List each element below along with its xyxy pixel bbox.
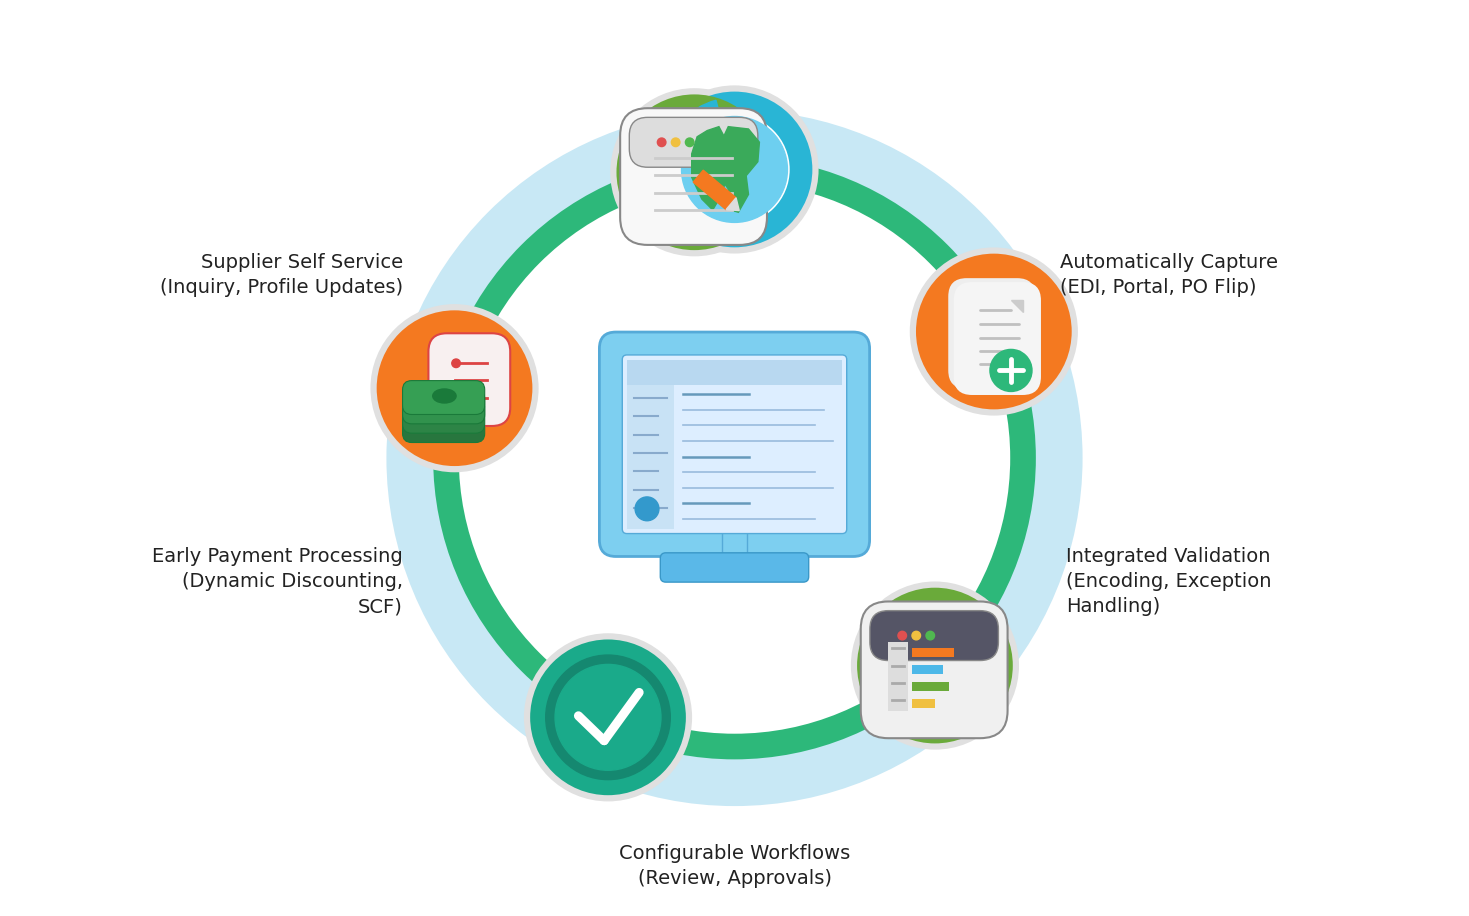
- Ellipse shape: [433, 389, 455, 403]
- Circle shape: [925, 631, 934, 640]
- FancyBboxPatch shape: [629, 117, 758, 168]
- FancyBboxPatch shape: [949, 278, 1036, 388]
- Circle shape: [856, 588, 1012, 744]
- Circle shape: [898, 631, 906, 640]
- Polygon shape: [715, 126, 759, 213]
- FancyBboxPatch shape: [627, 359, 842, 385]
- Polygon shape: [692, 126, 727, 210]
- FancyBboxPatch shape: [953, 282, 1042, 395]
- FancyBboxPatch shape: [620, 108, 767, 245]
- FancyBboxPatch shape: [623, 354, 846, 533]
- Circle shape: [680, 115, 789, 224]
- FancyBboxPatch shape: [889, 642, 908, 711]
- Wedge shape: [743, 99, 804, 156]
- FancyBboxPatch shape: [429, 333, 510, 426]
- Text: Early Payment Processing
(Dynamic Discounting,
SCF): Early Payment Processing (Dynamic Discou…: [153, 547, 403, 616]
- Circle shape: [671, 138, 680, 147]
- Wedge shape: [749, 178, 805, 239]
- Polygon shape: [1011, 300, 1022, 312]
- Circle shape: [657, 92, 812, 247]
- Circle shape: [635, 496, 660, 520]
- Circle shape: [452, 359, 460, 367]
- Wedge shape: [664, 100, 720, 161]
- Text: Integrated Validation
(Encoding, Exception
Handling): Integrated Validation (Encoding, Excepti…: [1066, 547, 1272, 616]
- Circle shape: [657, 138, 665, 147]
- Circle shape: [458, 182, 1011, 734]
- Circle shape: [917, 254, 1072, 409]
- FancyBboxPatch shape: [861, 602, 1008, 738]
- Circle shape: [617, 94, 773, 250]
- Circle shape: [851, 582, 1019, 749]
- FancyBboxPatch shape: [870, 611, 999, 660]
- FancyBboxPatch shape: [912, 648, 955, 657]
- Wedge shape: [665, 183, 726, 240]
- Text: Automatically Capture
(EDI, Portal, PO Flip): Automatically Capture (EDI, Portal, PO F…: [1059, 253, 1278, 297]
- FancyBboxPatch shape: [721, 529, 748, 564]
- FancyBboxPatch shape: [403, 380, 485, 414]
- Circle shape: [433, 157, 1036, 759]
- Circle shape: [497, 220, 972, 696]
- Circle shape: [545, 655, 670, 780]
- FancyBboxPatch shape: [912, 682, 949, 692]
- FancyBboxPatch shape: [912, 699, 934, 708]
- Circle shape: [682, 116, 787, 223]
- Circle shape: [530, 639, 686, 795]
- FancyBboxPatch shape: [912, 665, 943, 674]
- Circle shape: [610, 88, 779, 256]
- FancyBboxPatch shape: [660, 553, 809, 583]
- Circle shape: [370, 304, 539, 473]
- Circle shape: [686, 138, 693, 147]
- FancyBboxPatch shape: [403, 409, 485, 442]
- Circle shape: [912, 631, 921, 640]
- Polygon shape: [693, 170, 736, 210]
- Circle shape: [524, 633, 692, 802]
- Polygon shape: [726, 198, 739, 211]
- FancyBboxPatch shape: [627, 385, 674, 529]
- Text: Configurable Workflows
(Review, Approvals): Configurable Workflows (Review, Approval…: [618, 844, 851, 888]
- FancyBboxPatch shape: [403, 399, 485, 433]
- Circle shape: [555, 664, 661, 770]
- Text: Supplier Self Service
(Inquiry, Profile Updates): Supplier Self Service (Inquiry, Profile …: [160, 253, 403, 297]
- Circle shape: [909, 247, 1078, 416]
- Circle shape: [990, 349, 1033, 391]
- FancyBboxPatch shape: [403, 390, 485, 424]
- FancyBboxPatch shape: [599, 333, 870, 557]
- Circle shape: [651, 85, 818, 254]
- FancyBboxPatch shape: [952, 282, 1040, 393]
- Circle shape: [386, 110, 1083, 806]
- Circle shape: [376, 311, 532, 466]
